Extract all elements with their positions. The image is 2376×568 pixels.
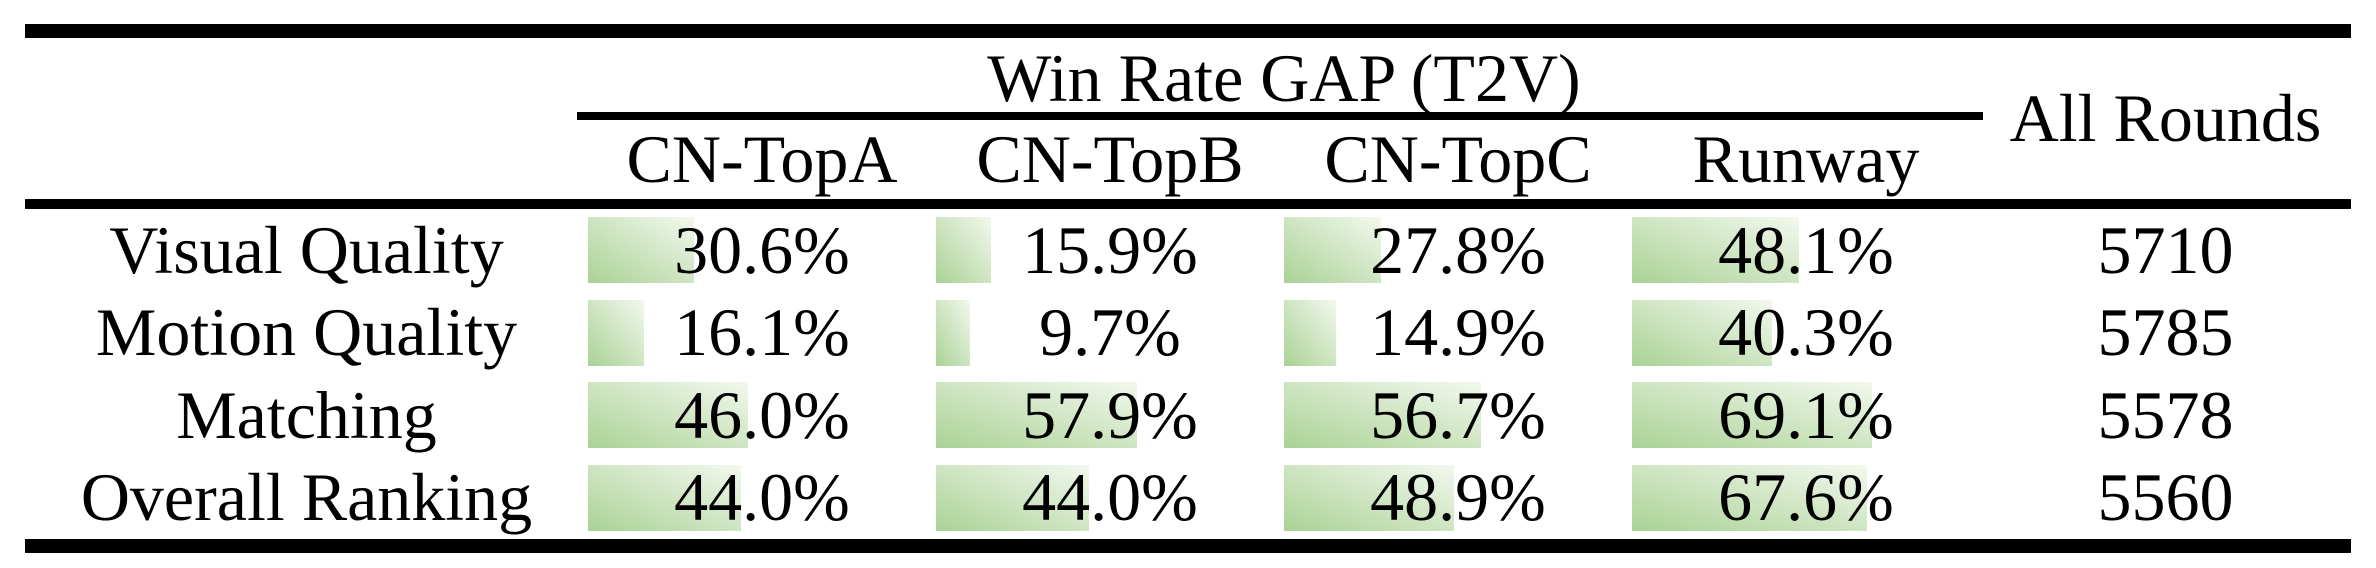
cell-overall-ranking-runway: 67.6% bbox=[1632, 457, 1980, 540]
group-header-column: Win Rate GAP (T2V) CN-TopA CN-TopB CN-To… bbox=[577, 38, 1983, 199]
win-rate-bar bbox=[1284, 217, 1381, 283]
all-rounds-value: 5560 bbox=[2097, 459, 2234, 536]
win-rate-value: 27.8% bbox=[1370, 211, 1546, 288]
win-rate-value: 40.3% bbox=[1718, 294, 1894, 371]
win-rate-value: 48.9% bbox=[1370, 459, 1546, 536]
row-label-matching: Matching bbox=[176, 376, 437, 453]
win-rate-bar bbox=[1284, 299, 1336, 366]
win-rate-bar bbox=[588, 464, 742, 531]
win-rate-bar bbox=[1284, 464, 1455, 531]
table-row-visual-quality: Visual Quality 30.6% 15.9% 27.8% 48.1% 5… bbox=[25, 209, 2351, 292]
table-frame: Win Rate GAP (T2V) CN-TopA CN-TopB CN-To… bbox=[25, 0, 2351, 553]
win-rate-value: 46.0% bbox=[674, 376, 850, 453]
win-rate-bar bbox=[936, 464, 1090, 531]
cell-visual-quality-cn-topb: 15.9% bbox=[936, 209, 1284, 292]
cell-overall-ranking-cn-topa: 44.0% bbox=[588, 457, 936, 540]
table-row-overall-ranking: Overall Ranking 44.0% 44.0% 48.9% 67.6% … bbox=[25, 457, 2351, 540]
cell-visual-quality-cn-topa: 30.6% bbox=[588, 209, 936, 292]
win-rate-bar bbox=[1284, 382, 1482, 448]
all-rounds-value: 5785 bbox=[2097, 294, 2234, 371]
win-rate-bar bbox=[588, 299, 645, 366]
win-rate-bar bbox=[1632, 464, 1868, 531]
cell-motion-quality-runway: 40.3% bbox=[1632, 292, 1980, 375]
win-rate-value: 16.1% bbox=[674, 294, 850, 371]
top-rule bbox=[25, 24, 2351, 38]
win-rate-value: 44.0% bbox=[1022, 459, 1198, 536]
bottom-rule bbox=[25, 539, 2351, 553]
column-headers-row: CN-TopA CN-TopB CN-TopC Runway bbox=[588, 120, 1980, 199]
cell-motion-quality-cn-topb: 9.7% bbox=[936, 292, 1284, 375]
win-rate-value: 57.9% bbox=[1022, 376, 1198, 453]
cell-motion-quality-cn-topc: 14.9% bbox=[1284, 292, 1632, 375]
win-rate-value: 56.7% bbox=[1370, 376, 1546, 453]
cell-motion-quality-cn-topa: 16.1% bbox=[588, 292, 936, 375]
cell-matching-cn-topc: 56.7% bbox=[1284, 374, 1632, 457]
win-rate-bar bbox=[936, 299, 970, 366]
column-header-runway: Runway bbox=[1692, 121, 1920, 197]
win-rate-value: 48.1% bbox=[1718, 211, 1894, 288]
row-label-motion-quality: Motion Quality bbox=[95, 294, 518, 371]
win-rate-value: 67.6% bbox=[1718, 459, 1894, 536]
win-rate-value: 44.0% bbox=[674, 459, 850, 536]
cell-visual-quality-runway: 48.1% bbox=[1632, 209, 1980, 292]
all-rounds-value: 5710 bbox=[2097, 211, 2234, 288]
table-header: Win Rate GAP (T2V) CN-TopA CN-TopB CN-To… bbox=[25, 38, 2351, 199]
win-rate-value: 69.1% bbox=[1718, 376, 1894, 453]
cell-matching-cn-topb: 57.9% bbox=[936, 374, 1284, 457]
win-rate-bar bbox=[936, 217, 992, 283]
column-header-cn-topb: CN-TopB bbox=[976, 121, 1244, 197]
table-row-matching: Matching 46.0% 57.9% 56.7% 69.1% 5578 bbox=[25, 374, 2351, 457]
win-rate-bar bbox=[936, 382, 1138, 448]
cell-matching-runway: 69.1% bbox=[1632, 374, 1980, 457]
win-rate-value: 30.6% bbox=[674, 211, 850, 288]
all-rounds-value: 5578 bbox=[2097, 376, 2234, 453]
cell-matching-cn-topa: 46.0% bbox=[588, 374, 936, 457]
header-body-rule bbox=[25, 199, 2351, 209]
win-rate-bar bbox=[1632, 382, 1873, 448]
cell-overall-ranking-cn-topc: 48.9% bbox=[1284, 457, 1632, 540]
column-header-all-rounds: All Rounds bbox=[2009, 80, 2322, 156]
win-rate-value: 9.7% bbox=[1039, 294, 1181, 371]
win-rate-value: 15.9% bbox=[1022, 211, 1198, 288]
row-label-visual-quality: Visual Quality bbox=[109, 211, 504, 288]
win-rate-bar bbox=[588, 382, 749, 448]
cell-visual-quality-cn-topc: 27.8% bbox=[1284, 209, 1632, 292]
group-header-underline-rule bbox=[577, 112, 1983, 120]
row-label-overall-ranking: Overall Ranking bbox=[80, 459, 533, 536]
table-row-motion-quality: Motion Quality 16.1% 9.7% 14.9% 40.3% 57… bbox=[25, 292, 2351, 375]
cell-overall-ranking-cn-topb: 44.0% bbox=[936, 457, 1284, 540]
win-rate-value: 14.9% bbox=[1370, 294, 1546, 371]
column-header-cn-topa: CN-TopA bbox=[626, 121, 898, 197]
column-header-cn-topc: CN-TopC bbox=[1324, 121, 1592, 197]
win-rate-bar bbox=[1632, 217, 1800, 283]
header-label-spacer bbox=[25, 38, 588, 199]
win-rate-bar bbox=[1632, 299, 1773, 366]
win-rate-bar bbox=[588, 217, 695, 283]
group-header-title: Win Rate GAP (T2V) bbox=[987, 40, 1581, 116]
